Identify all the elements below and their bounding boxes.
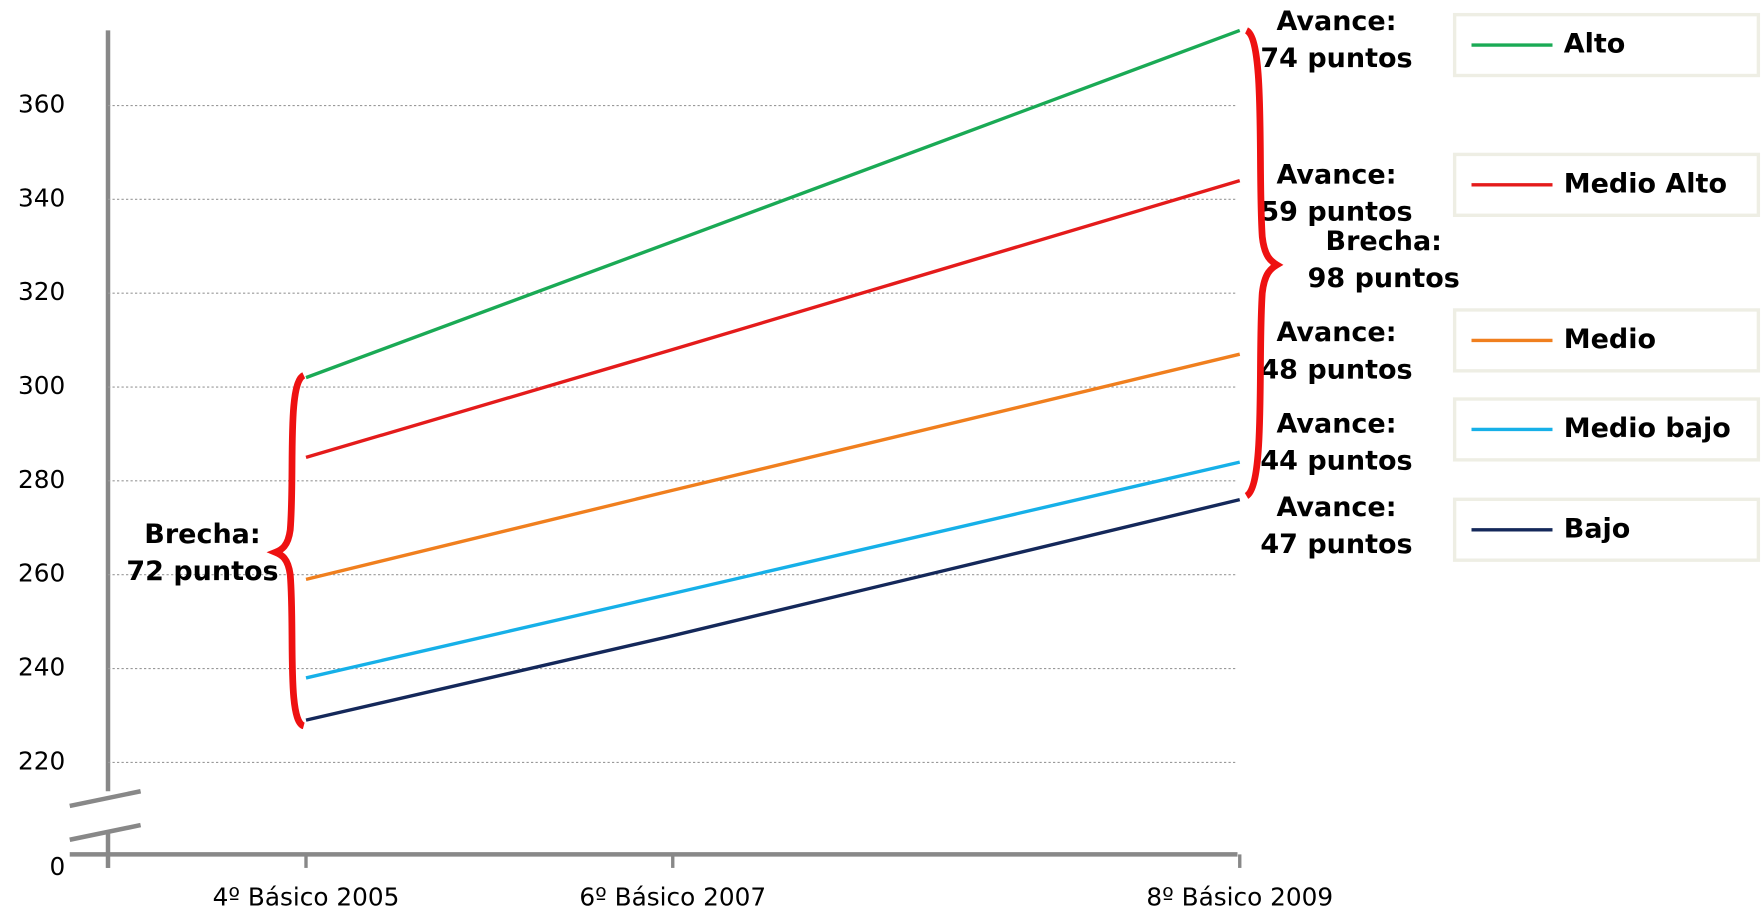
legend-label: Medio bajo: [1564, 413, 1731, 444]
y-tick-label: 260: [18, 559, 65, 588]
annotation: Avance:: [1276, 159, 1396, 190]
legend-box: [1452, 497, 1761, 562]
y-tick-label: 340: [18, 183, 65, 212]
legend-item: Alto: [1452, 12, 1761, 78]
y-tick-label: 300: [18, 371, 65, 400]
legend-item: Medio: [1452, 308, 1761, 373]
axis-break: [69, 822, 142, 842]
annotation: Avance:: [1276, 6, 1396, 37]
y-tick-label: 220: [18, 746, 65, 775]
annotation: 72 puntos: [126, 556, 278, 587]
annotation: Brecha:: [1326, 226, 1442, 257]
legend-item: Bajo: [1452, 497, 1761, 562]
annotation: 59 puntos: [1260, 197, 1412, 228]
legend-label: Bajo: [1564, 513, 1631, 544]
y-tick-label: 360: [18, 89, 65, 118]
annotation: 48 puntos: [1260, 354, 1412, 385]
annotation: Avance:: [1276, 408, 1396, 439]
annotation: 47 puntos: [1260, 529, 1412, 560]
legend-item: Medio bajo: [1452, 397, 1761, 462]
annotation: Avance:: [1276, 492, 1396, 523]
legend-item: Medio Alto: [1452, 152, 1761, 217]
x-tick-label: 6º Básico 2007: [579, 882, 766, 911]
legend-label: Medio: [1564, 324, 1656, 355]
y-tick-label: 240: [18, 653, 65, 682]
annotation: 44 puntos: [1260, 446, 1412, 477]
y-tick-label: 320: [18, 277, 65, 306]
brace-2009: [1244, 27, 1284, 499]
series-line: [305, 28, 1241, 380]
annotation: 98 puntos: [1308, 263, 1460, 294]
series-line: [305, 352, 1241, 582]
y-tick-label: 0: [49, 852, 65, 881]
legend-label: Alto: [1564, 29, 1626, 60]
annotation: 74 puntos: [1260, 43, 1412, 74]
annotation: Brecha:: [144, 519, 260, 550]
annotation: Avance:: [1276, 317, 1396, 348]
series-line: [305, 497, 1241, 722]
series-line: [305, 460, 1241, 680]
series-line: [305, 178, 1241, 460]
brace-2005: [266, 372, 307, 730]
y-tick-label: 280: [18, 465, 65, 494]
x-tick-label: 4º Básico 2005: [213, 882, 400, 911]
legend-label: Medio Alto: [1564, 168, 1727, 199]
axis-break: [69, 789, 142, 809]
x-tick-label: 8º Básico 2009: [1146, 882, 1333, 911]
